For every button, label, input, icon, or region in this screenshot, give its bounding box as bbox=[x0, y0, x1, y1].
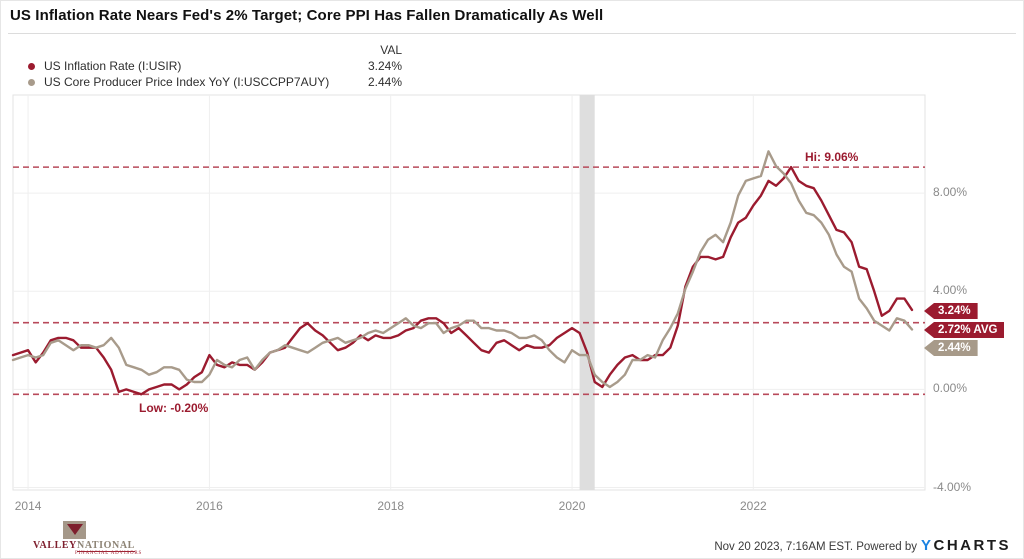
value-badge-inflation: 3.24% bbox=[924, 303, 978, 319]
series-dot-inflation-icon bbox=[28, 62, 35, 70]
x-tick-label: 2018 bbox=[377, 499, 405, 513]
recession-band bbox=[579, 95, 595, 490]
legend-item-value: 3.24% bbox=[367, 59, 402, 73]
x-tick-label: 2022 bbox=[739, 499, 767, 513]
legend-item-label: US Core Producer Price Index YoY (I:USCC… bbox=[44, 75, 330, 89]
value-badge-core-ppi: 2.44% bbox=[924, 340, 978, 356]
legend-val-header: VAL bbox=[380, 43, 402, 57]
ycharts-logo-y: Y bbox=[920, 537, 934, 554]
brand-tagline: FINANCIAL ADVISORS bbox=[75, 551, 143, 556]
footer-timestamp: Nov 20 2023, 7:16AM EST. Powered by bbox=[714, 541, 917, 553]
y-tick-label: 8.00% bbox=[933, 185, 968, 200]
value-badge-average: 2.72% AVG bbox=[924, 322, 1005, 338]
ycharts-logo[interactable]: YCHARTS bbox=[921, 537, 1011, 554]
valley-national-logo: VALLEYNATIONAL FINANCIAL ADVISORS bbox=[33, 521, 142, 556]
series-dot-core-ppi-icon bbox=[28, 78, 35, 86]
x-tick-label: 2020 bbox=[558, 499, 586, 513]
plot-border bbox=[12, 94, 926, 491]
y-tick-label: -4.00% bbox=[933, 479, 972, 494]
y-tick-label: 0.00% bbox=[933, 381, 968, 396]
high-annotation-label: Hi: 9.06% bbox=[805, 150, 859, 165]
triangle-icon bbox=[66, 524, 83, 535]
us-core-ppi-yoy-line bbox=[11, 150, 914, 389]
ycharts-logo-charts: CHARTS bbox=[933, 537, 1011, 554]
valley-national-mark-icon bbox=[63, 521, 86, 539]
legend: US Inflation Rate (I:USIR) 3.24% US Core… bbox=[28, 58, 402, 90]
legend-item-inflation: US Inflation Rate (I:USIR) 3.24% bbox=[28, 58, 402, 74]
legend-item-value: 2.44% bbox=[367, 75, 402, 89]
x-tick-label: 2014 bbox=[14, 499, 42, 513]
brand-name-left: VALLEY bbox=[33, 540, 77, 551]
footer-attribution: Nov 20 2023, 7:16AM EST. Powered by YCHA… bbox=[714, 537, 1011, 554]
y-tick-label: 4.00% bbox=[933, 283, 968, 298]
us-inflation-rate-line bbox=[11, 165, 914, 396]
low-annotation-label: Low: -0.20% bbox=[139, 401, 209, 416]
title-divider bbox=[8, 33, 1016, 34]
legend-item-label: US Inflation Rate (I:USIR) bbox=[44, 59, 182, 73]
legend-item-core-ppi: US Core Producer Price Index YoY (I:USCC… bbox=[28, 74, 402, 90]
brand-name-right: NATIONAL bbox=[77, 540, 135, 552]
x-tick-label: 2016 bbox=[196, 499, 223, 513]
chart-title: US Inflation Rate Nears Fed's 2% Target;… bbox=[10, 7, 604, 24]
